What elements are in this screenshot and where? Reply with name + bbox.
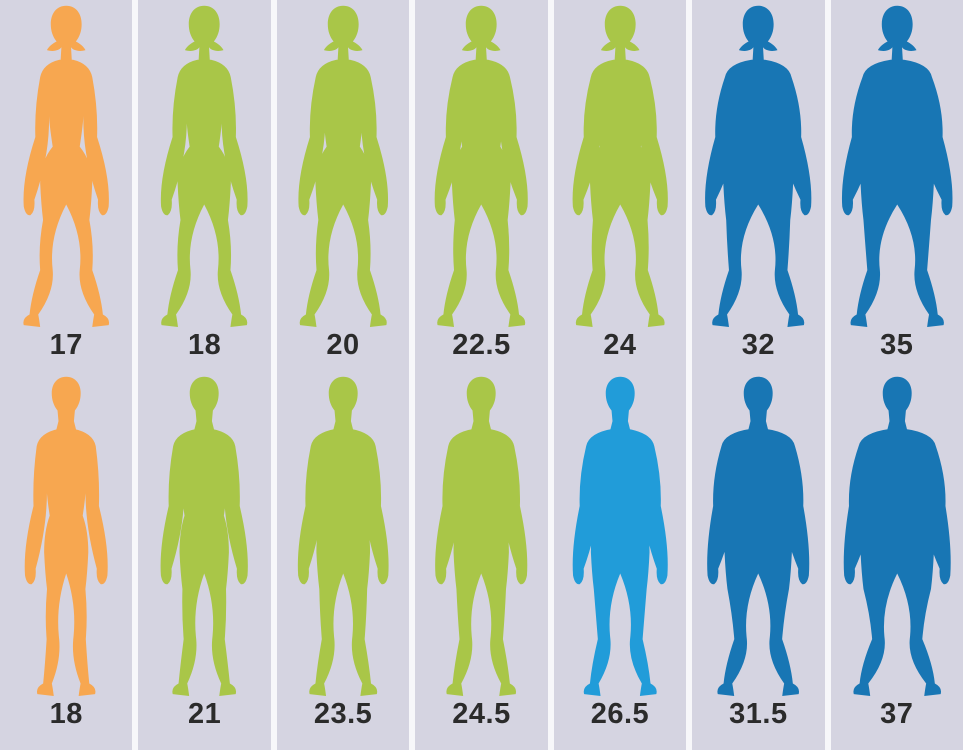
male-head-shape	[51, 376, 81, 433]
female-head-shape	[739, 5, 778, 64]
male-body-shape	[843, 428, 951, 697]
male-body-shape	[572, 428, 668, 697]
bmi-value-label: 23.5	[313, 698, 373, 730]
bmi-value-label: 17	[49, 329, 83, 361]
male-head-shape	[328, 376, 358, 433]
figure-column-1: 17 18	[0, 0, 133, 750]
bmi-value-label: 31.5	[729, 698, 788, 730]
male-head-shape	[190, 376, 220, 433]
silhouette-male-bmi-23.5	[297, 376, 389, 697]
female-head-shape	[462, 5, 501, 64]
bmi-value-label: 24	[603, 329, 637, 361]
bmi-value-label: 37	[880, 698, 914, 730]
silhouette-female-bmi-24	[572, 5, 668, 328]
bmi-value-label: 35	[880, 329, 914, 361]
figure-column-7: 35 37	[830, 0, 963, 750]
female-body-shape	[841, 59, 953, 328]
silhouette-female-bmi-35	[841, 5, 953, 328]
female-head-shape	[46, 5, 86, 64]
bmi-value-label: 21	[188, 698, 222, 730]
figure-column-2: 18 21	[138, 0, 271, 750]
silhouette-male-bmi-31.5	[707, 376, 810, 697]
silhouette-female-bmi-18	[161, 5, 248, 328]
silhouette-female-bmi-17	[23, 5, 110, 328]
female-head-shape	[323, 5, 363, 64]
bmi-value-label: 22.5	[452, 329, 511, 361]
figure-column-4: 22.5 24.5	[415, 0, 548, 750]
male-head-shape	[605, 376, 635, 433]
silhouette-female-bmi-22.5	[434, 5, 529, 328]
female-head-shape	[185, 5, 224, 64]
silhouette-male-bmi-37	[843, 376, 951, 697]
male-head-shape	[882, 376, 912, 433]
male-body-shape	[707, 428, 810, 697]
female-body-shape	[434, 59, 529, 328]
bmi-value-label: 24.5	[452, 698, 511, 730]
bmi-value-label: 32	[741, 329, 775, 361]
female-body-shape	[161, 59, 248, 328]
silhouette-male-bmi-24.5	[435, 376, 528, 697]
female-body-shape	[572, 59, 668, 328]
silhouette-female-bmi-32	[705, 5, 812, 328]
figure-column-6: 32 31.5	[692, 0, 825, 750]
figure-column-5: 24 26.5	[553, 0, 687, 750]
bmi-value-label: 18	[188, 329, 222, 361]
female-head-shape	[600, 5, 640, 64]
female-body-shape	[23, 59, 110, 328]
male-body-shape	[24, 428, 108, 697]
bmi-value-label: 20	[326, 329, 360, 361]
male-head-shape	[467, 376, 496, 433]
figure-column-3: 20 23.5	[276, 0, 410, 750]
male-body-shape	[435, 428, 528, 697]
silhouette-female-bmi-20	[298, 5, 388, 328]
silhouette-male-bmi-26.5	[572, 376, 668, 697]
silhouette-male-bmi-18	[24, 376, 108, 697]
male-head-shape	[743, 376, 773, 433]
silhouette-male-bmi-21	[160, 376, 249, 697]
female-body-shape	[298, 59, 388, 328]
male-body-shape	[297, 428, 389, 697]
male-body-shape	[160, 428, 249, 697]
female-head-shape	[877, 5, 917, 64]
bmi-value-label: 18	[49, 698, 83, 730]
bmi-value-label: 26.5	[590, 698, 650, 730]
female-body-shape	[705, 59, 812, 328]
